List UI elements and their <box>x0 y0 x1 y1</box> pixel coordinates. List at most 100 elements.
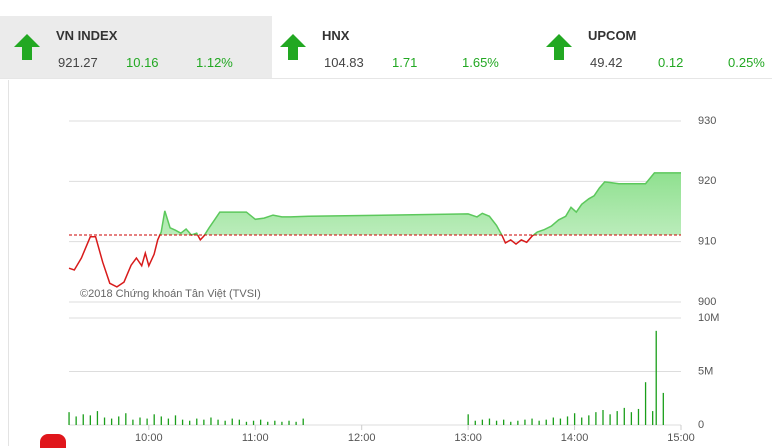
volume-bar <box>602 410 604 425</box>
volume-bar <box>510 421 512 425</box>
index-card[interactable]: UPCOM 49.42 0.12 0.25% <box>538 16 772 78</box>
volume-bar <box>495 420 498 425</box>
volume-bar <box>616 411 618 425</box>
change: 1.71 <box>392 55 418 70</box>
volume-bar <box>559 418 562 425</box>
x-tick-label: 14:00 <box>561 432 589 444</box>
name: UPCOM <box>588 28 637 43</box>
percent: 0.25% <box>728 55 765 70</box>
volume-bar <box>245 421 248 425</box>
volume-bar <box>573 413 576 425</box>
volume-bar <box>652 411 654 425</box>
index-card[interactable]: VN INDEX 921.27 10.16 1.12% <box>6 16 268 78</box>
y-tick-label: 900 <box>698 296 716 308</box>
up-arrow <box>14 34 40 60</box>
x-tick-label: 11:00 <box>242 432 269 444</box>
price-line-down <box>68 234 535 288</box>
volume-bar <box>174 415 177 425</box>
index-card[interactable]: HNX 104.83 1.71 1.65% <box>272 16 534 78</box>
volume-bar <box>139 417 141 425</box>
volume-bar <box>217 419 219 425</box>
volume-bar <box>630 412 633 425</box>
change: 0.12 <box>658 55 684 70</box>
y-tick-label: 910 <box>698 236 716 248</box>
volume-bar <box>103 417 106 425</box>
volume-bar <box>637 408 640 425</box>
active-card-bg <box>0 16 272 78</box>
volume-bar <box>146 418 148 425</box>
volume-bar <box>167 418 170 425</box>
price-line-up <box>159 172 681 235</box>
volume-bar <box>224 420 226 425</box>
border <box>0 78 772 79</box>
volume-bar <box>259 419 262 425</box>
volume-bar <box>210 417 212 425</box>
border <box>8 80 9 446</box>
y-tick-label: 5M <box>698 365 713 377</box>
volume-bar <box>203 419 205 425</box>
volume-bar <box>238 419 240 425</box>
volume-bar <box>160 416 162 425</box>
annotation: ©2018 Chứng khoán Tân Việt (TVSI) <box>80 288 261 300</box>
volume-bar <box>281 421 283 425</box>
volume-bar <box>662 392 664 425</box>
volume-bar <box>503 419 505 425</box>
volume-bar <box>538 420 540 425</box>
value: 921.27 <box>58 55 98 70</box>
volume-bar <box>196 418 198 425</box>
value: 104.83 <box>324 55 364 70</box>
volume-bar <box>274 420 276 425</box>
volume-bar <box>623 407 625 425</box>
volume-bar <box>302 418 304 425</box>
volume-bar <box>588 415 590 425</box>
volume-bar <box>68 412 70 425</box>
volume-bar <box>481 419 484 425</box>
price-area <box>159 172 681 235</box>
volume-bar <box>153 414 155 425</box>
volume-bar <box>125 413 127 425</box>
volume-bar <box>181 419 184 425</box>
volume-bar <box>295 421 297 425</box>
y-tick-label: 920 <box>698 175 716 187</box>
volume-bar <box>267 421 269 425</box>
volume-bar <box>644 382 647 425</box>
volume-bar <box>474 420 476 425</box>
volume-bar <box>595 412 597 425</box>
volume-bar <box>655 330 657 425</box>
y-tick-label: 930 <box>698 115 716 127</box>
volume-bar <box>110 418 113 425</box>
volume-bar <box>89 415 91 425</box>
y-tick-label: 0 <box>698 419 704 431</box>
volume-bar <box>581 417 583 425</box>
volume-bar <box>467 414 469 425</box>
x-tick-label: 13:00 <box>454 432 482 444</box>
volume-bar <box>96 411 99 425</box>
x-tick-label: 12:00 <box>348 432 376 444</box>
x-tick-label: 15:00 <box>667 432 695 444</box>
volume-bar <box>552 417 554 425</box>
y-tick-label: 10M <box>698 312 719 324</box>
volume-bar <box>288 420 290 425</box>
volume-bar <box>75 416 77 425</box>
volume-bar <box>231 418 233 425</box>
volume-bar <box>118 416 120 425</box>
name: VN INDEX <box>56 28 118 43</box>
volume-bar <box>524 419 526 425</box>
change: 10.16 <box>126 55 159 70</box>
volume-bar <box>609 414 611 425</box>
volume-bar <box>545 419 547 425</box>
volume-bar <box>132 419 134 425</box>
logo <box>40 434 66 448</box>
volume-bar <box>531 418 533 425</box>
volume-bar <box>488 418 491 425</box>
x-tick-label: 10:00 <box>135 432 163 444</box>
value: 49.42 <box>590 55 623 70</box>
up-arrow <box>546 34 572 60</box>
volume-bar <box>517 420 519 425</box>
volume-bar <box>566 416 569 425</box>
percent: 1.65% <box>462 55 499 70</box>
name: HNX <box>322 28 350 43</box>
volume-bar <box>252 420 255 425</box>
